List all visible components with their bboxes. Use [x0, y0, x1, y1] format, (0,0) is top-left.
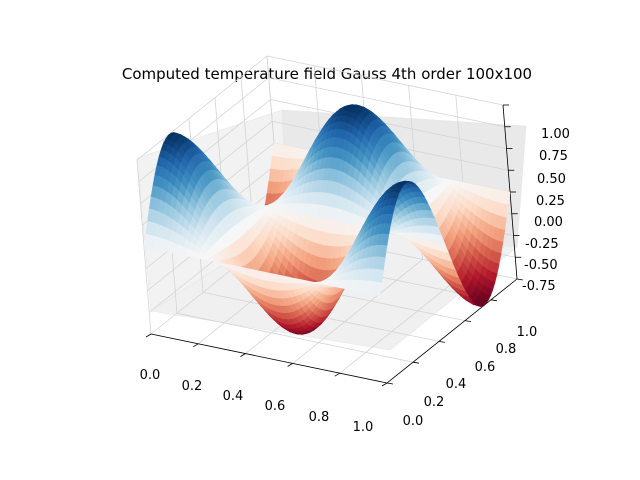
y-tick-mark: [412, 361, 420, 364]
x-tick-label: 0.8: [309, 410, 330, 425]
x-tick-label: 0.6: [265, 399, 286, 414]
tick-marks: [145, 104, 524, 387]
grid-line: [266, 55, 504, 106]
x-axis-line: [150, 333, 388, 384]
z-tick-label: 1.00: [541, 127, 570, 142]
y-tick-label: 0.4: [446, 377, 467, 392]
surface-patch: [375, 281, 382, 297]
grid-line: [270, 99, 507, 149]
chart-title: Computed temperature field Gauss 4th ord…: [122, 65, 532, 83]
x-tick-label: 1.0: [353, 420, 374, 435]
z-tick-label: 0.75: [539, 149, 568, 164]
y-tick-mark: [386, 382, 394, 385]
z-tick-label: 0.50: [537, 172, 566, 187]
x-tick-mark: [145, 333, 152, 338]
y-tick-mark: [464, 320, 472, 322]
x-tick-mark: [240, 353, 246, 357]
z-tick-label: 0.25: [536, 194, 565, 209]
y-tick-label: 0.0: [403, 414, 424, 429]
y-tick-mark: [516, 278, 524, 281]
grid-line: [176, 312, 414, 363]
surface-plot: [143, 104, 511, 335]
x-tick-mark: [381, 382, 388, 387]
x-tick-label: 0.4: [223, 389, 244, 404]
z-tick-label: -0.75: [522, 279, 556, 294]
x-tick-mark: [334, 372, 341, 377]
grid-line: [268, 77, 505, 128]
grid-line: [292, 259, 423, 364]
y-tick-mark: [490, 299, 498, 302]
z-tick-label: 0.00: [534, 215, 563, 230]
y-tick-label: 0.6: [475, 360, 496, 375]
z-tick-label: -0.50: [524, 258, 558, 273]
x-tick-label: 0.0: [140, 368, 161, 383]
x-tick-mark: [287, 363, 293, 367]
z-tick-label: -0.25: [525, 237, 559, 252]
y-tick-label: 0.8: [496, 342, 517, 357]
y-axis-line: [386, 278, 518, 384]
grid-line: [136, 55, 268, 161]
grid-line: [339, 268, 471, 374]
y-tick-label: 1.0: [517, 325, 538, 340]
x-tick-mark: [192, 343, 199, 348]
y-tick-mark: [438, 341, 446, 343]
y-tick-label: 0.2: [424, 395, 445, 410]
x-tick-label: 0.2: [182, 379, 203, 394]
